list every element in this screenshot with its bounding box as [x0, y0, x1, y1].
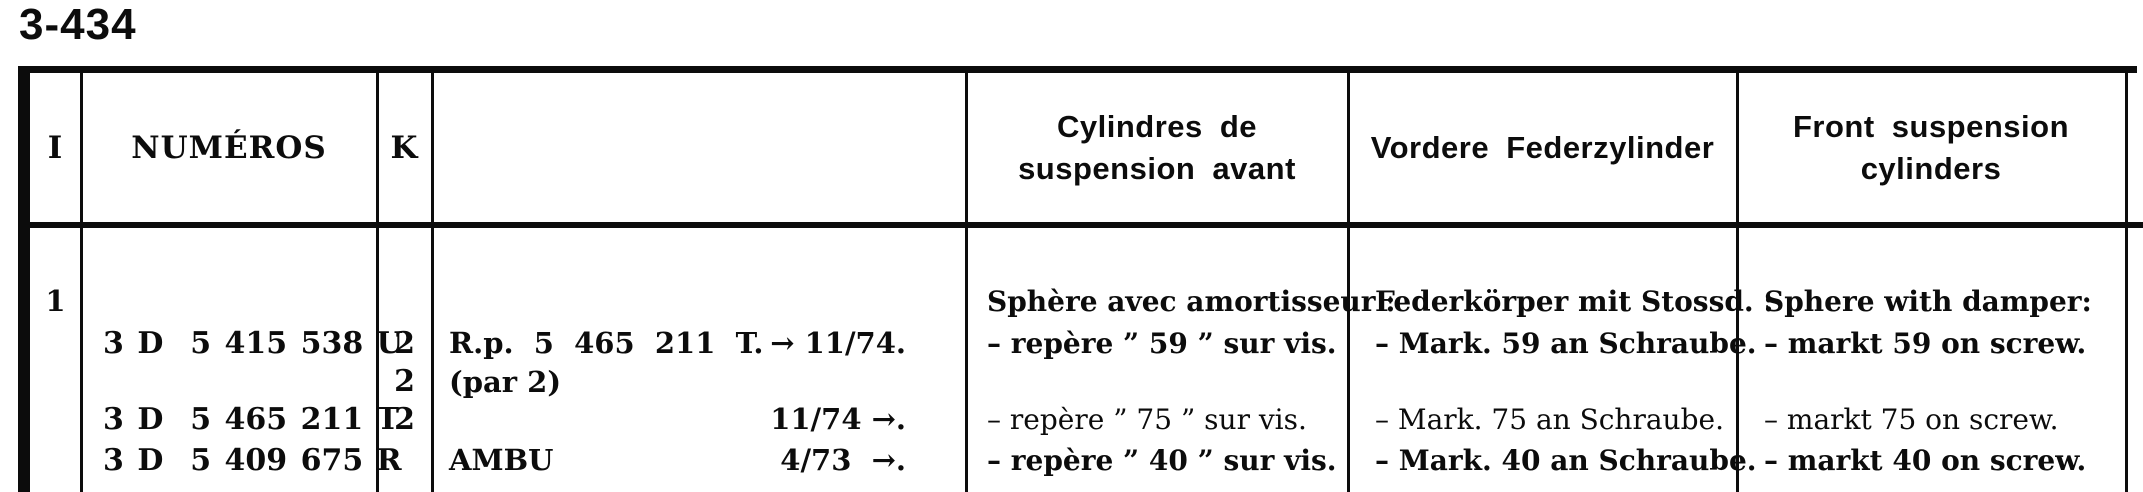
column-header-i: I [30, 73, 81, 222]
page-number: 3-434 [19, 0, 137, 49]
column-header-english-line1: Front suspension [1792, 108, 2070, 144]
ref-note-ambu: AMBU [449, 443, 554, 477]
column-header-ref-empty [432, 73, 966, 222]
desc-fr-line: – repère ” 40 ” sur vis. [987, 443, 1337, 477]
column-divider-i-numeros [80, 73, 83, 492]
column-header-french-line2: suspension avant [1018, 150, 1296, 186]
table-right-border [2125, 73, 2128, 492]
column-header-numeros: NUMÉROS [81, 73, 377, 222]
column-header-french: Cylindres de suspension avant [966, 73, 1348, 222]
part-number: 3 D 5 415 538 U [103, 325, 403, 361]
ref-note-date-until: → 11/74. [770, 326, 906, 360]
column-divider-de-en [1736, 73, 1739, 492]
table-header-row: I NUMÉROS K Cylindres de suspension avan… [30, 73, 2125, 222]
desc-en-title: Sphere with damper: [1764, 284, 2092, 318]
column-header-k: K [377, 73, 432, 222]
desc-de-line: – Mark. 75 an Schraube. [1375, 402, 1724, 436]
column-header-french-line1: Cylindres de [1056, 108, 1258, 144]
ref-note-part: R.p. 5 465 211 T. [449, 326, 764, 360]
ref-note-line4: AMBU 4/73 →. [432, 438, 966, 482]
column-header-k-label: K [390, 129, 419, 166]
desc-en-line: – markt 40 on screw. [1764, 443, 2087, 477]
item-index: 1 [45, 284, 66, 318]
quantity-value: 2 [394, 401, 415, 437]
column-header-english: Front suspension cylinders [1737, 73, 2125, 222]
table-top-border [18, 66, 2137, 73]
ref-note-date-from: 4/73 →. [780, 443, 906, 477]
desc-fr-title: Sphère avec amortisseur : [987, 284, 1396, 318]
column-header-numeros-label: NUMÉROS [131, 129, 327, 166]
column-divider-numeros-k [376, 73, 379, 492]
column-divider-fr-de [1347, 73, 1350, 492]
desc-en-line: – markt 75 on screw. [1764, 402, 2059, 436]
desc-de-line: – Mark. 59 an Schraube. [1375, 326, 1757, 360]
table-body: 1 Sphère avec amortisseur : Federkörper … [30, 228, 2125, 491]
desc-fr-line: – repère ” 75 ” sur vis. [987, 402, 1307, 436]
desc-de-title: Federkörper mit Stossd. : [1375, 284, 1774, 318]
column-divider-k-ref [431, 73, 434, 492]
table-left-border [18, 66, 30, 492]
column-header-english-line2: cylinders [1860, 150, 2002, 186]
column-header-german-label: Vordere Federzylinder [1370, 129, 1715, 165]
part-number: 3 D 5 465 211 T [103, 401, 399, 437]
desc-de-line: – Mark. 40 an Schraube. [1375, 443, 1757, 477]
ref-note-line1: R.p. 5 465 211 T. → 11/74. [432, 323, 966, 363]
column-divider-ref-fr [965, 73, 968, 492]
desc-fr-line: – repère ” 59 ” sur vis. [987, 326, 1337, 360]
desc-en-line: – markt 59 on screw. [1764, 326, 2087, 360]
part-number: 3 D 5 409 675 R [103, 442, 402, 478]
ref-note-par2: (par 2) [449, 364, 562, 399]
quantity-value: 2 [394, 364, 415, 399]
ref-note-date-from: 11/74 →. [770, 402, 906, 436]
quantity-value: 2 [394, 325, 415, 361]
header-bottom-rule [18, 222, 2143, 228]
column-header-i-label: I [47, 129, 64, 166]
column-header-german: Vordere Federzylinder [1348, 73, 1737, 222]
